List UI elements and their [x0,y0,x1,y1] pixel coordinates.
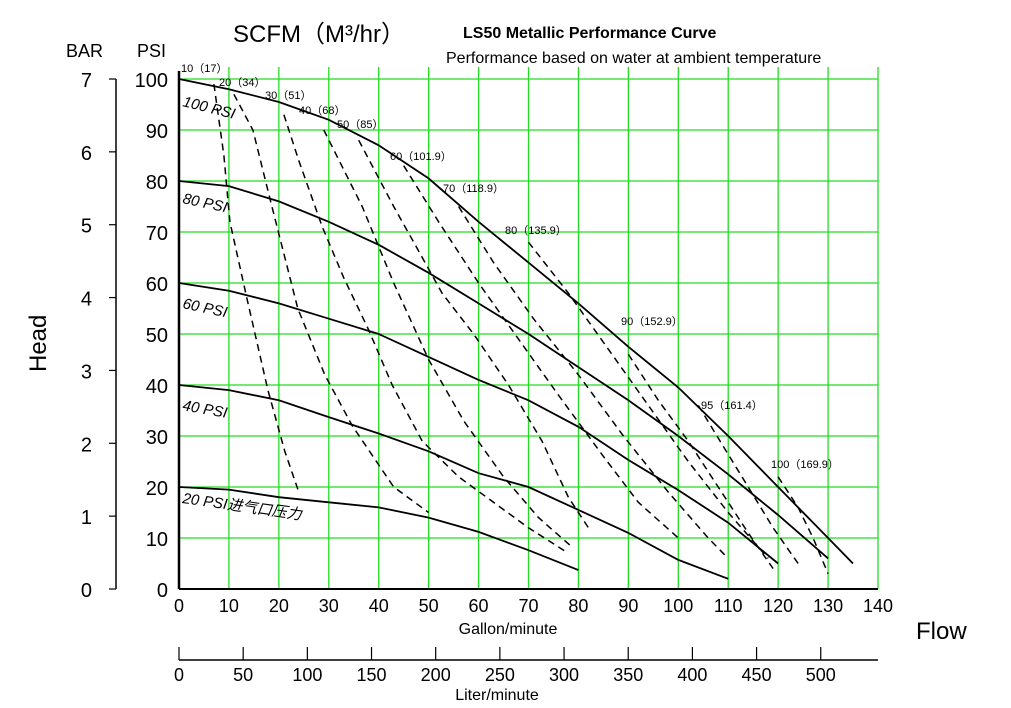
x-tick-label: 110 [714,596,743,616]
x-tick-label: 80 [568,596,588,616]
air-consumption-label: 20（34） [219,76,265,89]
air-consumption-label: 50（85） [337,118,383,131]
psi-tick-label: 90 [146,121,168,143]
pressure-curve [178,180,829,560]
x-tick-label: 120 [763,596,793,616]
chart-title: LS50 Metallic Performance Curve [463,25,717,42]
psi-tick-label: 30 [146,427,168,449]
bar-tick-label: 3 [81,361,92,383]
air-consumption-label: 95（161.4） [701,399,763,412]
liter-tick-label: 400 [677,665,707,685]
x-tick-label: 20 [269,596,289,616]
pressure-curve-label: 40 PSI [181,397,228,422]
liter-tick-label: 300 [549,665,579,685]
air-consumption-label: 30（51） [265,89,311,102]
air-consumption-curve [213,83,300,493]
air-consumption-label: 60（101.9） [390,150,452,163]
air-consumption-label: 100（169.9） [771,458,839,471]
air-consumption-curve [283,114,569,554]
air-consumption-label: 40（68） [299,104,345,117]
flow-label: Flow [916,618,967,645]
liter-tick-label: 500 [806,665,836,685]
psi-tick-label: 40 [146,376,168,398]
psi-tick-label: 100 [135,70,168,92]
bar-tick-label: 7 [81,70,92,92]
chart-subtitle: Performance based on water at ambient te… [446,50,821,67]
air-consumption-curve [457,206,729,559]
liter-tick-label: 150 [357,665,387,685]
bar-unit-label: BAR [66,41,103,61]
bar-tick-label: 1 [81,507,92,529]
psi-tick-label: 20 [146,478,168,500]
psi-tick-label: 10 [146,529,168,551]
air-consumption-curve [358,139,590,529]
x-tick-label: 140 [863,596,893,616]
x-axis-label: Gallon/minute [459,621,558,638]
liter-tick-label: 200 [421,665,451,685]
x-tick-label: 90 [618,596,638,616]
x-tick-label: 0 [174,596,184,616]
x-tick-label: 50 [419,596,439,616]
bar-tick-label: 5 [81,216,92,238]
bar-tick-label: 2 [81,434,92,456]
air-consumption-curve [233,93,430,514]
air-consumption-curve [627,353,774,570]
x-tick-label: 100 [663,596,693,616]
y-axis-label: Head [25,315,52,372]
air-consumption-curve [403,165,679,539]
x-tick-label: 60 [469,596,489,616]
x-tick-label: 10 [219,596,239,616]
air-consumption-label: 70（118.9） [443,182,504,195]
psi-unit-label: PSI [137,41,166,61]
psi-tick-label: 50 [146,325,168,347]
pressure-curve-label: 20 PSI进气口压力 [180,490,303,524]
liter-tick-label: 100 [292,665,322,685]
curves [178,78,854,580]
pressure-curve-label: 80 PSI [181,190,229,216]
air-consumption-curve [527,241,769,559]
grid [179,67,879,589]
x2-axis-label: Liter/minute [455,687,539,704]
liter-tick-label: 450 [742,665,772,685]
scfm-label: SCFM（M³/hr） [233,21,405,48]
pressure-curve [178,384,729,580]
pressure-curve [178,282,779,565]
liter-tick-label: 350 [613,665,643,685]
air-consumption-curve [777,476,829,574]
axes [109,71,878,661]
psi-tick-label: 60 [146,274,168,296]
bar-tick-label: 0 [81,580,92,602]
x-tick-label: 130 [813,596,843,616]
air-consumption-curve [323,129,574,549]
bar-tick-label: 6 [81,143,92,165]
psi-tick-label: 70 [146,223,168,245]
air-consumption-label: 10（17） [181,62,227,75]
liter-tick-label: 50 [233,665,253,685]
air-consumption-label: 90（152.9） [621,315,683,328]
x-tick-label: 40 [369,596,389,616]
air-consumption-label: 80（135.9） [505,224,567,237]
pressure-curve [178,78,854,565]
x-tick-label: 70 [518,596,538,616]
liter-tick-label: 250 [485,665,515,685]
x-tick-label: 30 [319,596,339,616]
psi-tick-label: 0 [157,580,168,602]
pressure-curve [178,486,579,571]
psi-tick-label: 80 [146,172,168,194]
pressure-curve-label: 60 PSI [181,295,229,321]
air-consumption-curve [697,405,799,564]
liter-tick-label: 0 [174,665,184,685]
bar-tick-label: 4 [81,289,92,311]
